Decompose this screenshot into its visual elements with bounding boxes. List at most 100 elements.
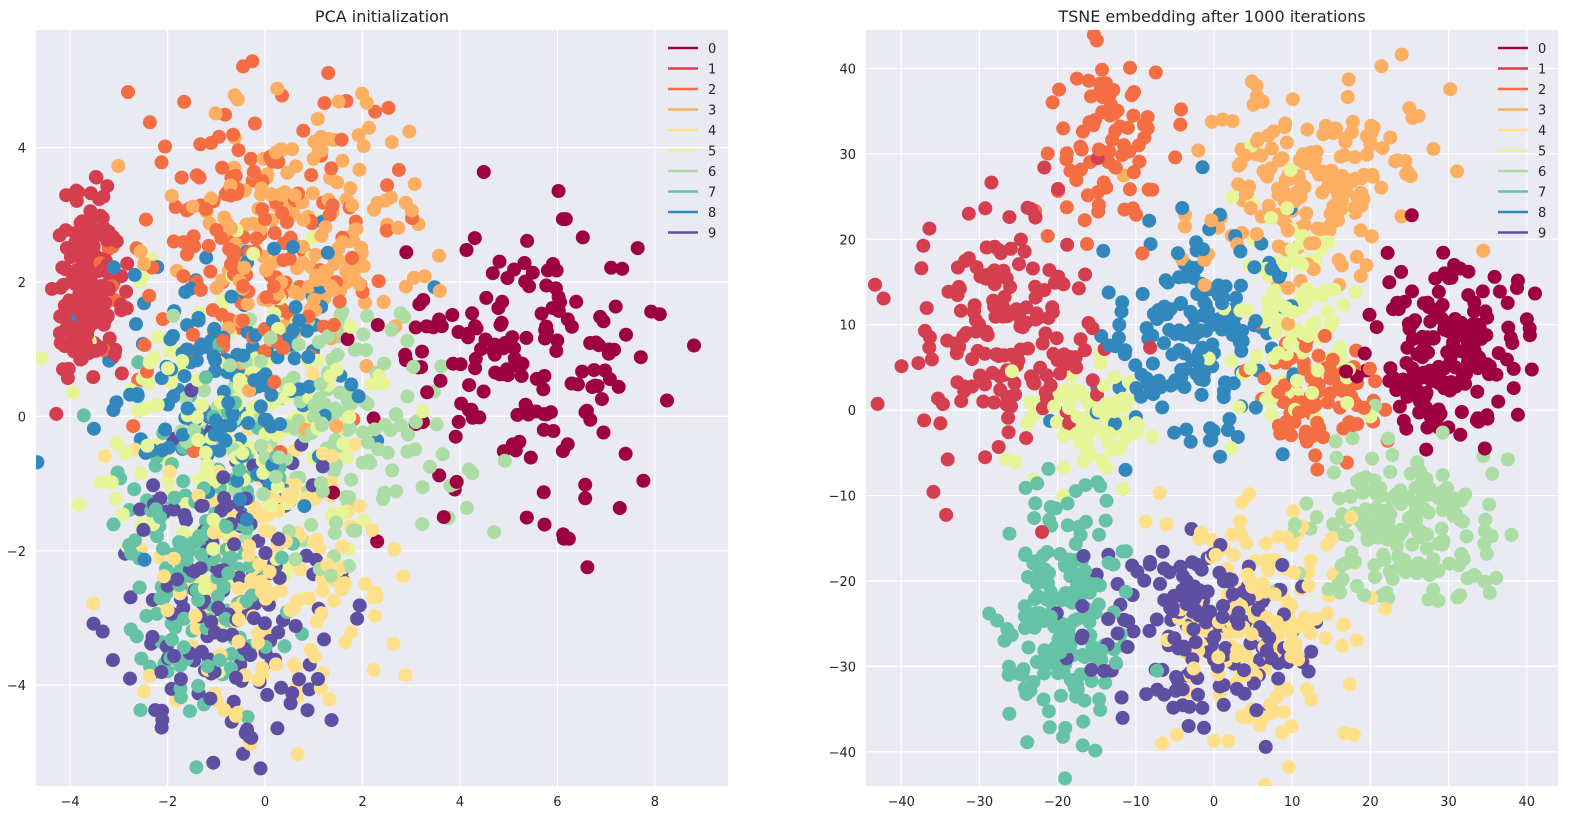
pca-point-class-0: [644, 304, 659, 319]
tsne-point-class-2: [1271, 418, 1286, 433]
tsne-point-class-1: [978, 450, 993, 465]
pca-point-class-9: [123, 671, 137, 686]
pca-point-class-9: [270, 721, 285, 736]
tsne-point-class-1: [985, 365, 1000, 380]
pca-point-class-8: [223, 418, 238, 433]
tsne-point-class-7: [1020, 570, 1035, 585]
tsne-point-class-8: [1102, 338, 1117, 353]
pca-point-class-9: [258, 546, 273, 560]
tsne-point-class-0: [1519, 312, 1534, 327]
pca-point-class-6: [288, 552, 303, 567]
pca-point-class-8: [130, 389, 145, 403]
tsne-point-class-4: [1240, 567, 1255, 582]
tsne-point-class-0: [1394, 264, 1409, 279]
tsne-point-class-0: [1420, 295, 1435, 310]
tsne-point-class-5: [1282, 336, 1297, 351]
pca-legend-label: 1: [708, 63, 716, 78]
pca-point-class-0: [366, 411, 381, 426]
pca-point-class-4: [86, 596, 101, 611]
tsne-point-class-7: [1029, 655, 1044, 669]
pca-point-class-9: [167, 649, 181, 663]
tsne-point-class-7: [1017, 599, 1032, 614]
tsne-point-class-4: [1301, 578, 1316, 593]
tsne-point-class-7: [1053, 688, 1068, 703]
tsne-point-class-1: [977, 346, 992, 361]
tsne-point-class-5: [1315, 288, 1329, 303]
tsne-point-class-6: [1421, 592, 1436, 607]
tsne-point-class-0: [1441, 318, 1455, 333]
tsne-point-class-1: [1037, 160, 1052, 175]
tsne-legend-label: 5: [1538, 145, 1546, 160]
pca-point-class-7: [189, 760, 204, 775]
tsne-point-class-2: [1297, 361, 1311, 376]
tsne-point-class-8: [1167, 425, 1182, 440]
tsne-point-class-9: [1216, 574, 1231, 589]
pca-point-class-8: [292, 313, 307, 328]
tsne-point-class-5: [1085, 420, 1100, 435]
pca-point-class-5: [134, 466, 149, 481]
pca-point-class-8: [267, 241, 282, 256]
pca-point-class-1: [49, 406, 64, 421]
pca-point-class-9: [283, 696, 298, 711]
pca-point-class-1: [86, 370, 101, 385]
tsne-point-class-2: [1113, 119, 1127, 134]
tsne-point-class-9: [1182, 699, 1197, 714]
tsne-point-class-1: [957, 379, 971, 394]
pca-point-class-5: [372, 368, 387, 383]
pca-point-class-3: [404, 203, 419, 218]
pca-point-class-8: [36, 455, 45, 470]
pca-point-class-4: [324, 449, 339, 464]
tsne-point-class-4: [1245, 579, 1260, 594]
pca-point-class-5: [263, 499, 278, 514]
tsne-point-class-6: [1309, 510, 1324, 525]
pca-point-class-9: [95, 624, 110, 639]
tsne-point-class-3: [1249, 227, 1264, 242]
tsne-point-class-3: [1281, 316, 1296, 331]
tsne-point-class-6: [1434, 521, 1449, 536]
tsne-point-class-0: [1510, 273, 1525, 288]
pca-point-class-9: [155, 712, 170, 727]
pca-point-class-5: [151, 330, 165, 344]
pca-point-class-0: [580, 560, 595, 575]
pca-point-class-7: [224, 550, 239, 565]
tsne-point-class-8: [1233, 278, 1248, 293]
tsne-point-class-7: [1093, 702, 1108, 717]
tsne-point-class-7: [1019, 687, 1034, 702]
tsne-point-class-5: [1320, 304, 1335, 319]
pca-point-class-2: [322, 208, 337, 223]
pca-point-class-6: [253, 354, 268, 369]
tsne-point-class-7: [1041, 704, 1056, 719]
pca-point-class-2: [258, 212, 272, 227]
pca-point-class-6: [461, 462, 476, 477]
tsne-point-class-8: [1155, 400, 1170, 415]
pca-point-class-7: [182, 704, 197, 719]
pca-point-class-3: [306, 292, 321, 307]
pca-point-class-3: [356, 139, 371, 154]
pca-point-class-7: [277, 639, 292, 654]
pca-point-class-1: [61, 361, 76, 376]
pca-point-class-4: [358, 577, 373, 591]
pca-x-tick-label: 0: [261, 795, 269, 810]
pca-point-class-0: [608, 299, 623, 314]
pca-point-class-0: [575, 230, 590, 245]
tsne-point-class-4: [1206, 733, 1221, 748]
tsne-point-class-2: [1040, 229, 1055, 243]
pca-point-class-7: [218, 611, 233, 626]
tsne-point-class-7: [1056, 665, 1071, 680]
pca-point-class-2: [137, 338, 152, 352]
tsne-point-class-6: [1435, 425, 1450, 440]
pca-point-class-3: [185, 199, 200, 214]
tsne-point-class-7: [1093, 479, 1108, 493]
pca-point-class-8: [207, 321, 222, 336]
pca-point-class-0: [630, 241, 645, 256]
pca-point-class-9: [260, 687, 275, 702]
tsne-point-class-1: [876, 291, 891, 306]
pca-point-class-4: [231, 612, 246, 627]
pca-point-class-9: [292, 672, 306, 687]
tsne-point-class-3: [1345, 114, 1360, 129]
pca-point-class-2: [174, 170, 189, 185]
pca-point-class-9: [206, 755, 221, 770]
tsne-legend-label: 8: [1538, 206, 1546, 221]
pca-point-class-2: [142, 288, 157, 303]
tsne-point-class-2: [1308, 448, 1323, 463]
